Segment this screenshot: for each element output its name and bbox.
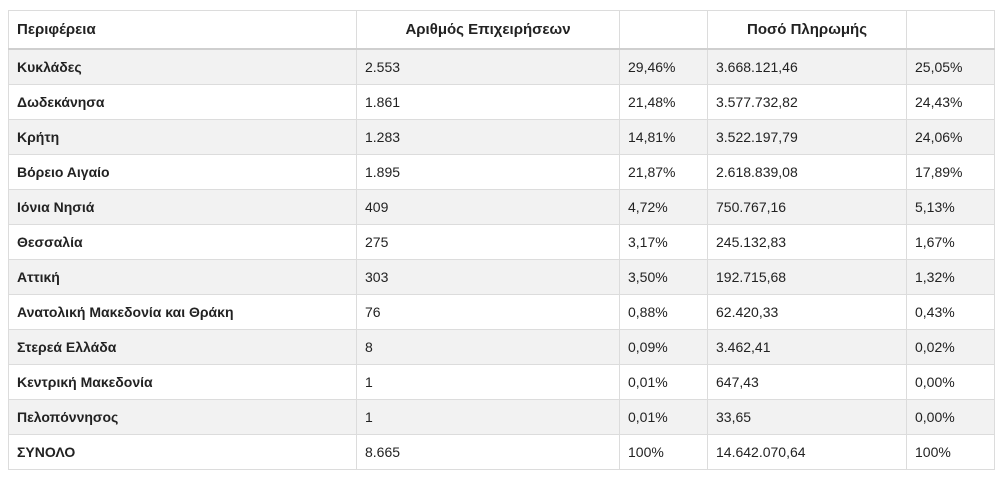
table-row: Κρήτη 1.283 14,81% 3.522.197,79 24,06% (8, 119, 995, 155)
table-row: Ανατολική Μακεδονία και Θράκη 76 0,88% 62.4… (8, 294, 995, 330)
cell-business-percent: 29,46% (619, 48, 708, 85)
table-body: Κυκλάδες 2.553 29,46% 3.668.121,46 25,05% Δωδ… (8, 48, 995, 470)
table-row: Στερεά Ελλάδα 8 0,09% 3.462,41 0,02% (8, 329, 995, 365)
cell-business-percent: 3,17% (619, 224, 708, 260)
cell-payment-percent: 100% (906, 434, 995, 470)
cell-payment-percent: 17,89% (906, 154, 995, 190)
cell-payment-amount: 192.715,68 (707, 259, 907, 295)
cell-business-percent: 14,81% (619, 119, 708, 155)
cell-business-percent: 0,09% (619, 329, 708, 365)
cell-region: Θεσσαλία (8, 224, 357, 260)
cell-payment-amount: 3.577.732,82 (707, 84, 907, 120)
cell-region: Πελοπόννησος (8, 399, 357, 435)
cell-business-count: 1.283 (356, 119, 620, 155)
cell-region: Κρήτη (8, 119, 357, 155)
cell-business-count: 1 (356, 364, 620, 400)
cell-business-count: 275 (356, 224, 620, 260)
table-row: Πελοπόννησος 1 0,01% 33,65 0,00% (8, 399, 995, 435)
cell-business-count: 1.861 (356, 84, 620, 120)
table-row: Αττική 303 3,50% 192.715,68 1,32% (8, 259, 995, 295)
cell-business-count: 303 (356, 259, 620, 295)
cell-payment-percent: 24,06% (906, 119, 995, 155)
cell-region: Βόρειο Αιγαίο (8, 154, 357, 190)
cell-payment-amount: 647,43 (707, 364, 907, 400)
cell-payment-percent: 1,67% (906, 224, 995, 260)
cell-business-percent: 0,01% (619, 399, 708, 435)
header-payment-percent (906, 10, 995, 50)
cell-business-count: 2.553 (356, 48, 620, 85)
cell-payment-amount: 62.420,33 (707, 294, 907, 330)
cell-business-percent: 100% (619, 434, 708, 470)
cell-business-count: 76 (356, 294, 620, 330)
cell-business-count: 8 (356, 329, 620, 365)
cell-payment-amount: 245.132,83 (707, 224, 907, 260)
cell-payment-percent: 5,13% (906, 189, 995, 225)
cell-payment-amount: 750.767,16 (707, 189, 907, 225)
cell-business-count: 1 (356, 399, 620, 435)
data-table-container: Περιφέρεια Αριθμός Επιχειρήσεων Ποσό Πλη… (8, 10, 995, 470)
table-row: Κυκλάδες 2.553 29,46% 3.668.121,46 25,05% (8, 48, 995, 85)
cell-payment-amount: 3.462,41 (707, 329, 907, 365)
cell-region: Ανατολική Μακεδονία και Θράκη (8, 294, 357, 330)
cell-payment-amount: 3.522.197,79 (707, 119, 907, 155)
cell-payment-amount: 33,65 (707, 399, 907, 435)
table-row: Δωδεκάνησα 1.861 21,48% 3.577.732,82 24,43% (8, 84, 995, 120)
table-row: Βόρειο Αιγαίο 1.895 21,87% 2.618.839,08 17,8… (8, 154, 995, 190)
cell-business-percent: 0,88% (619, 294, 708, 330)
cell-region: Κεντρική Μακεδονία (8, 364, 357, 400)
cell-payment-amount: 2.618.839,08 (707, 154, 907, 190)
cell-payment-percent: 0,00% (906, 399, 995, 435)
cell-payment-percent: 25,05% (906, 48, 995, 85)
header-payment-amount: Ποσό Πληρωμής (707, 10, 907, 50)
cell-payment-percent: 0,00% (906, 364, 995, 400)
cell-payment-percent: 0,02% (906, 329, 995, 365)
table-row: Θεσσαλία 275 3,17% 245.132,83 1,67% (8, 224, 995, 260)
cell-business-count: 409 (356, 189, 620, 225)
cell-business-percent: 21,87% (619, 154, 708, 190)
cell-business-percent: 21,48% (619, 84, 708, 120)
table-row: ΣΥΝΟΛΟ 8.665 100% 14.642.070,64 100% (8, 434, 995, 470)
cell-business-percent: 4,72% (619, 189, 708, 225)
cell-business-percent: 0,01% (619, 364, 708, 400)
cell-region: Δωδεκάνησα (8, 84, 357, 120)
header-business-percent (619, 10, 708, 50)
header-business-count: Αριθμός Επιχειρήσεων (356, 10, 620, 50)
table-row: Ιόνια Νησιά 409 4,72% 750.767,16 5,13% (8, 189, 995, 225)
cell-payment-percent: 0,43% (906, 294, 995, 330)
cell-region: Ιόνια Νησιά (8, 189, 357, 225)
cell-payment-percent: 1,32% (906, 259, 995, 295)
cell-region: Στερεά Ελλάδα (8, 329, 357, 365)
cell-business-count: 8.665 (356, 434, 620, 470)
cell-business-count: 1.895 (356, 154, 620, 190)
cell-region: ΣΥΝΟΛΟ (8, 434, 357, 470)
cell-payment-amount: 3.668.121,46 (707, 48, 907, 85)
payments-table: Περιφέρεια Αριθμός Επιχειρήσεων Ποσό Πλη… (8, 10, 995, 470)
cell-payment-percent: 24,43% (906, 84, 995, 120)
cell-region: Αττική (8, 259, 357, 295)
header-region: Περιφέρεια (8, 10, 357, 50)
cell-region: Κυκλάδες (8, 48, 357, 85)
cell-business-percent: 3,50% (619, 259, 708, 295)
table-row: Κεντρική Μακεδονία 1 0,01% 647,43 0,00% (8, 364, 995, 400)
cell-payment-amount: 14.642.070,64 (707, 434, 907, 470)
table-header-row: Περιφέρεια Αριθμός Επιχειρήσεων Ποσό Πλη… (8, 10, 995, 50)
